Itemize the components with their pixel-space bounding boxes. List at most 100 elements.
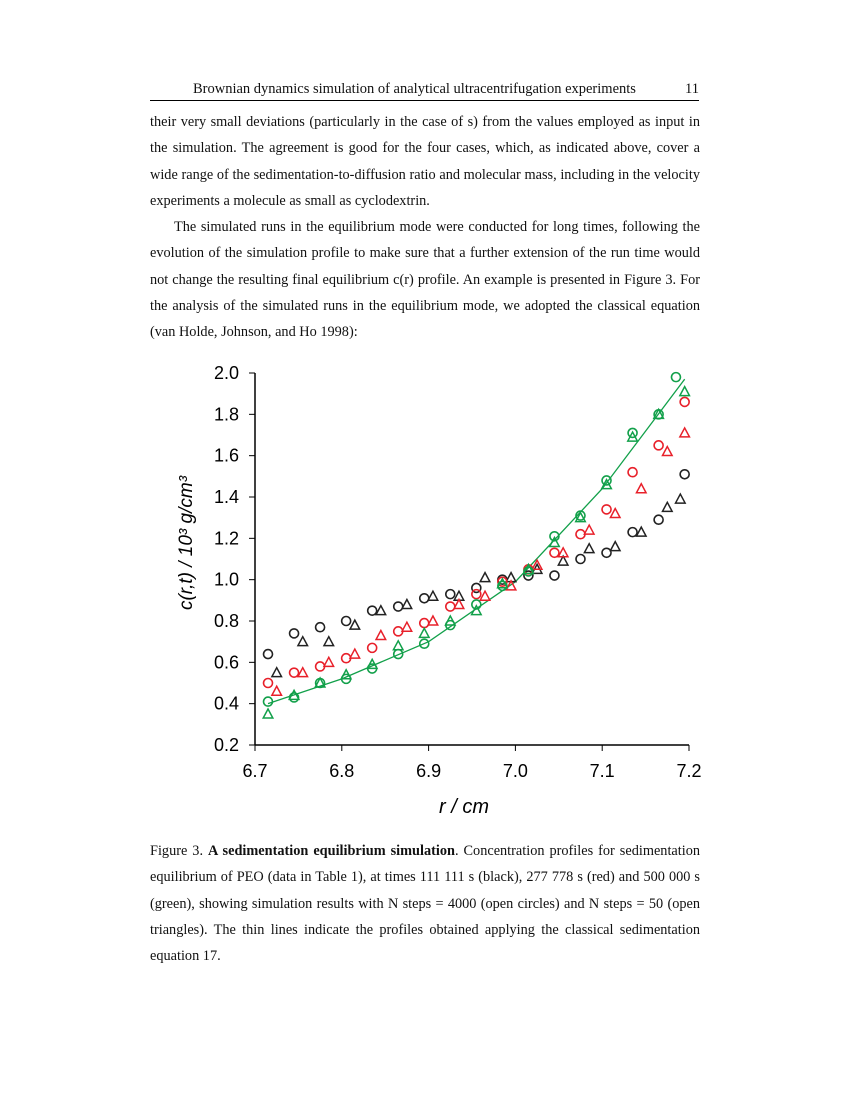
x-tick-label: 6.7 [242,761,267,781]
figure-3-chart: 6.7 6.8 6.9 7.0 7.1 7.2 0.2 0.4 0.6 0.8 1.0 1.2 1.4 1… [176,363,702,818]
data-point-triangle [678,426,691,438]
y-tick-label: 0.8 [214,611,239,631]
data-point-triangle [661,500,674,513]
data-point-triangle [296,635,309,647]
data-point-triangle [522,562,535,575]
data-point-circle [627,526,638,538]
data-point-triangle [314,676,327,688]
data-point-triangle [557,546,570,558]
data-point-triangle [505,579,518,591]
data-point-triangle [557,554,570,566]
data-point-triangle [348,647,361,659]
data-point-circle [392,601,404,612]
data-point-circle [627,427,638,439]
data-point-triangle [322,635,335,647]
data-point-triangle [574,511,587,523]
data-point-triangle [400,597,413,610]
y-tick-label: 0.2 [214,735,239,755]
data-point-circle [670,371,682,383]
fit-line [267,378,686,705]
data-point-triangle [652,407,665,420]
running-header: Brownian dynamics simulation of analytic… [150,80,699,101]
data-point-triangle [444,614,457,626]
data-point-circle [653,440,664,451]
data-point-circle [471,599,482,610]
page-number: 11 [685,81,699,97]
y-axis-label: c(r,t) / 10³ g/cm³ [176,475,197,610]
x-tick-label: 7.0 [503,761,528,781]
data-point-triangle [374,604,387,616]
data-point-triangle [296,666,309,678]
data-point-triangle [366,657,379,670]
x-axis-label: r / cm [439,796,489,818]
data-point-triangle [531,558,544,570]
data-point-circle [288,667,300,678]
data-point-triangle [261,707,275,719]
data-point-circle [418,617,430,629]
x-tick-label: 6.9 [416,761,441,781]
caption-label: Figure 3. [150,843,204,859]
x-tick-label: 6.8 [329,761,354,781]
data-point-triangle [374,628,387,641]
data-point-circle [262,696,274,707]
paragraph-2: The simulated runs in the equilibrium mo… [150,219,700,341]
data-point-triangle [270,684,283,697]
data-point-circle [262,677,274,689]
data-point-triangle [340,668,353,680]
data-point-circle [549,570,560,581]
data-point-circle [418,592,430,604]
y-tick-label: 1.0 [214,570,239,590]
data-point-triangle [496,577,509,589]
data-point-circle [523,570,534,581]
data-point-triangle [609,506,622,519]
header-title: Brownian dynamics simulation of analytic… [193,81,636,97]
data-point-triangle [288,688,301,701]
data-point-triangle [674,492,687,504]
data-point-circle [340,615,352,627]
data-point-circle [314,621,326,633]
x-tick-label: 7.1 [590,761,615,781]
data-point-triangle [348,618,361,630]
x-tick-label: 7.2 [676,761,701,781]
data-point-circle [471,588,482,600]
data-point-circle [262,648,274,660]
data-point-circle [366,642,378,654]
data-point-circle [444,601,456,612]
data-point-circle [653,514,664,526]
data-point-circle [601,547,612,559]
y-tick-label: 0.6 [214,652,239,672]
data-point-triangle [583,542,596,554]
data-point-circle [575,553,586,565]
data-point-circle [471,582,482,594]
data-point-circle [627,466,638,478]
data-point-circle [549,547,560,559]
data-point-circle [288,628,300,639]
data-point-circle [366,605,378,616]
data-point-triangle [418,626,431,639]
caption-title: A sedimentation equilibrium simulation [208,843,455,859]
data-point-triangle [600,478,613,490]
data-point-triangle [400,620,413,632]
data-point-circle [418,638,430,650]
data-point-triangle [635,482,648,494]
data-point-triangle [626,430,639,442]
y-tick-label: 1.8 [214,404,239,424]
data-point-triangle [426,614,439,626]
data-point-triangle [322,655,335,668]
data-point-triangle [548,535,561,548]
y-tick-label: 0.4 [214,694,239,714]
data-point-triangle [678,385,691,397]
data-point-triangle [426,589,439,601]
data-point-triangle [478,571,492,583]
data-point-circle [679,396,690,408]
figure-caption: Figure 3. A sedimentation equilibrium si… [150,838,700,969]
data-point-circle [601,475,612,486]
data-point-circle [679,468,690,480]
data-point-circle [444,588,456,600]
y-tick-label: 2.0 [214,363,239,383]
data-point-triangle [470,604,483,616]
data-point-triangle [270,666,283,678]
y-tick-label: 1.4 [214,487,239,507]
data-point-triangle [609,540,622,552]
y-tick-label: 1.2 [214,528,239,548]
